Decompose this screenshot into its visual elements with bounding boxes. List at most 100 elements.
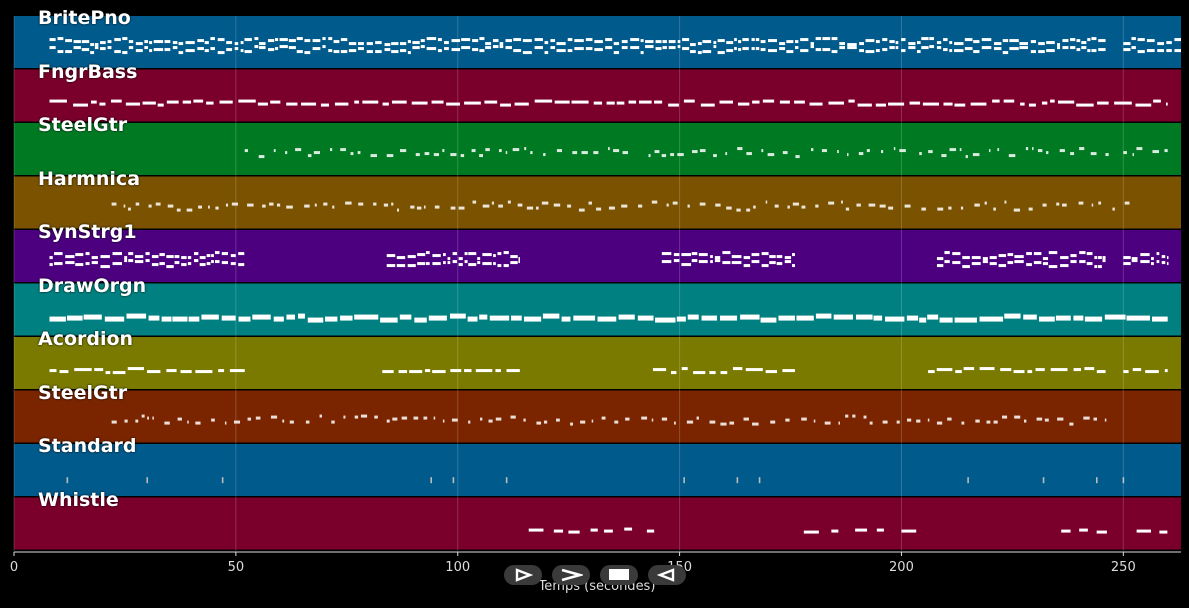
note — [386, 254, 396, 258]
note — [859, 42, 864, 46]
note — [1078, 201, 1084, 205]
note — [578, 208, 585, 212]
note — [921, 37, 929, 41]
note — [794, 46, 799, 50]
note — [908, 46, 916, 50]
note — [702, 50, 712, 54]
note — [1104, 314, 1126, 320]
note — [1126, 315, 1150, 321]
note — [1102, 256, 1106, 260]
note — [1038, 42, 1045, 46]
forward-button[interactable] — [552, 565, 590, 585]
note — [785, 418, 790, 422]
note — [274, 38, 279, 42]
note — [1091, 49, 1097, 53]
note — [1136, 529, 1151, 533]
note — [541, 201, 549, 205]
note — [1060, 256, 1069, 260]
note — [1098, 39, 1106, 43]
note — [410, 205, 415, 209]
note — [94, 46, 99, 50]
note — [1084, 316, 1103, 322]
note — [831, 50, 838, 54]
note — [774, 204, 779, 208]
note — [869, 421, 873, 425]
note — [322, 45, 326, 49]
note — [226, 41, 233, 45]
note — [873, 315, 883, 321]
note — [451, 418, 458, 422]
note — [1009, 47, 1019, 51]
note — [73, 103, 88, 107]
note — [492, 45, 499, 49]
note — [943, 38, 948, 42]
note — [916, 41, 921, 45]
note — [622, 151, 628, 155]
note — [975, 419, 980, 423]
note — [786, 40, 794, 44]
note — [702, 40, 712, 44]
x-tick-label: 0 — [9, 560, 19, 575]
note — [677, 153, 684, 157]
note — [765, 370, 778, 374]
note — [431, 100, 444, 104]
note — [668, 46, 676, 50]
note — [801, 417, 807, 421]
rewind-button[interactable] — [648, 565, 686, 585]
note — [717, 51, 725, 55]
note — [1095, 477, 1098, 484]
note — [1166, 49, 1172, 53]
note — [863, 415, 867, 419]
note — [208, 205, 210, 209]
note — [534, 46, 543, 50]
note — [1056, 202, 1060, 206]
note — [510, 261, 518, 265]
note — [1131, 37, 1136, 41]
note — [447, 261, 451, 265]
note — [145, 252, 150, 256]
note — [979, 367, 995, 371]
note — [621, 204, 628, 208]
note — [965, 155, 968, 159]
note — [997, 148, 1000, 152]
play-button[interactable] — [504, 565, 542, 585]
note — [505, 46, 512, 50]
note — [195, 370, 213, 374]
note — [719, 100, 733, 104]
note — [895, 46, 899, 50]
note — [259, 46, 266, 50]
track-band — [14, 123, 1181, 175]
note — [230, 262, 236, 266]
note — [112, 262, 122, 266]
note — [506, 369, 520, 373]
note — [973, 40, 980, 44]
note — [94, 43, 99, 47]
note — [698, 260, 708, 264]
note — [839, 42, 846, 46]
note — [479, 154, 484, 158]
note — [452, 477, 455, 484]
note — [731, 261, 742, 265]
note — [1030, 40, 1036, 44]
note — [104, 316, 125, 322]
note — [479, 314, 488, 320]
note — [482, 253, 492, 257]
note — [949, 148, 957, 152]
note — [148, 315, 160, 321]
note — [319, 414, 322, 418]
note — [415, 153, 420, 157]
note — [952, 261, 961, 265]
note — [226, 48, 233, 52]
note — [194, 259, 199, 263]
note — [358, 202, 364, 206]
note — [581, 151, 588, 155]
note — [964, 47, 973, 51]
note — [787, 205, 790, 209]
note — [699, 149, 706, 153]
note — [693, 371, 706, 375]
note — [574, 39, 584, 43]
note — [758, 477, 761, 484]
note — [984, 201, 987, 205]
note — [596, 207, 602, 211]
stop-button[interactable] — [600, 565, 638, 585]
